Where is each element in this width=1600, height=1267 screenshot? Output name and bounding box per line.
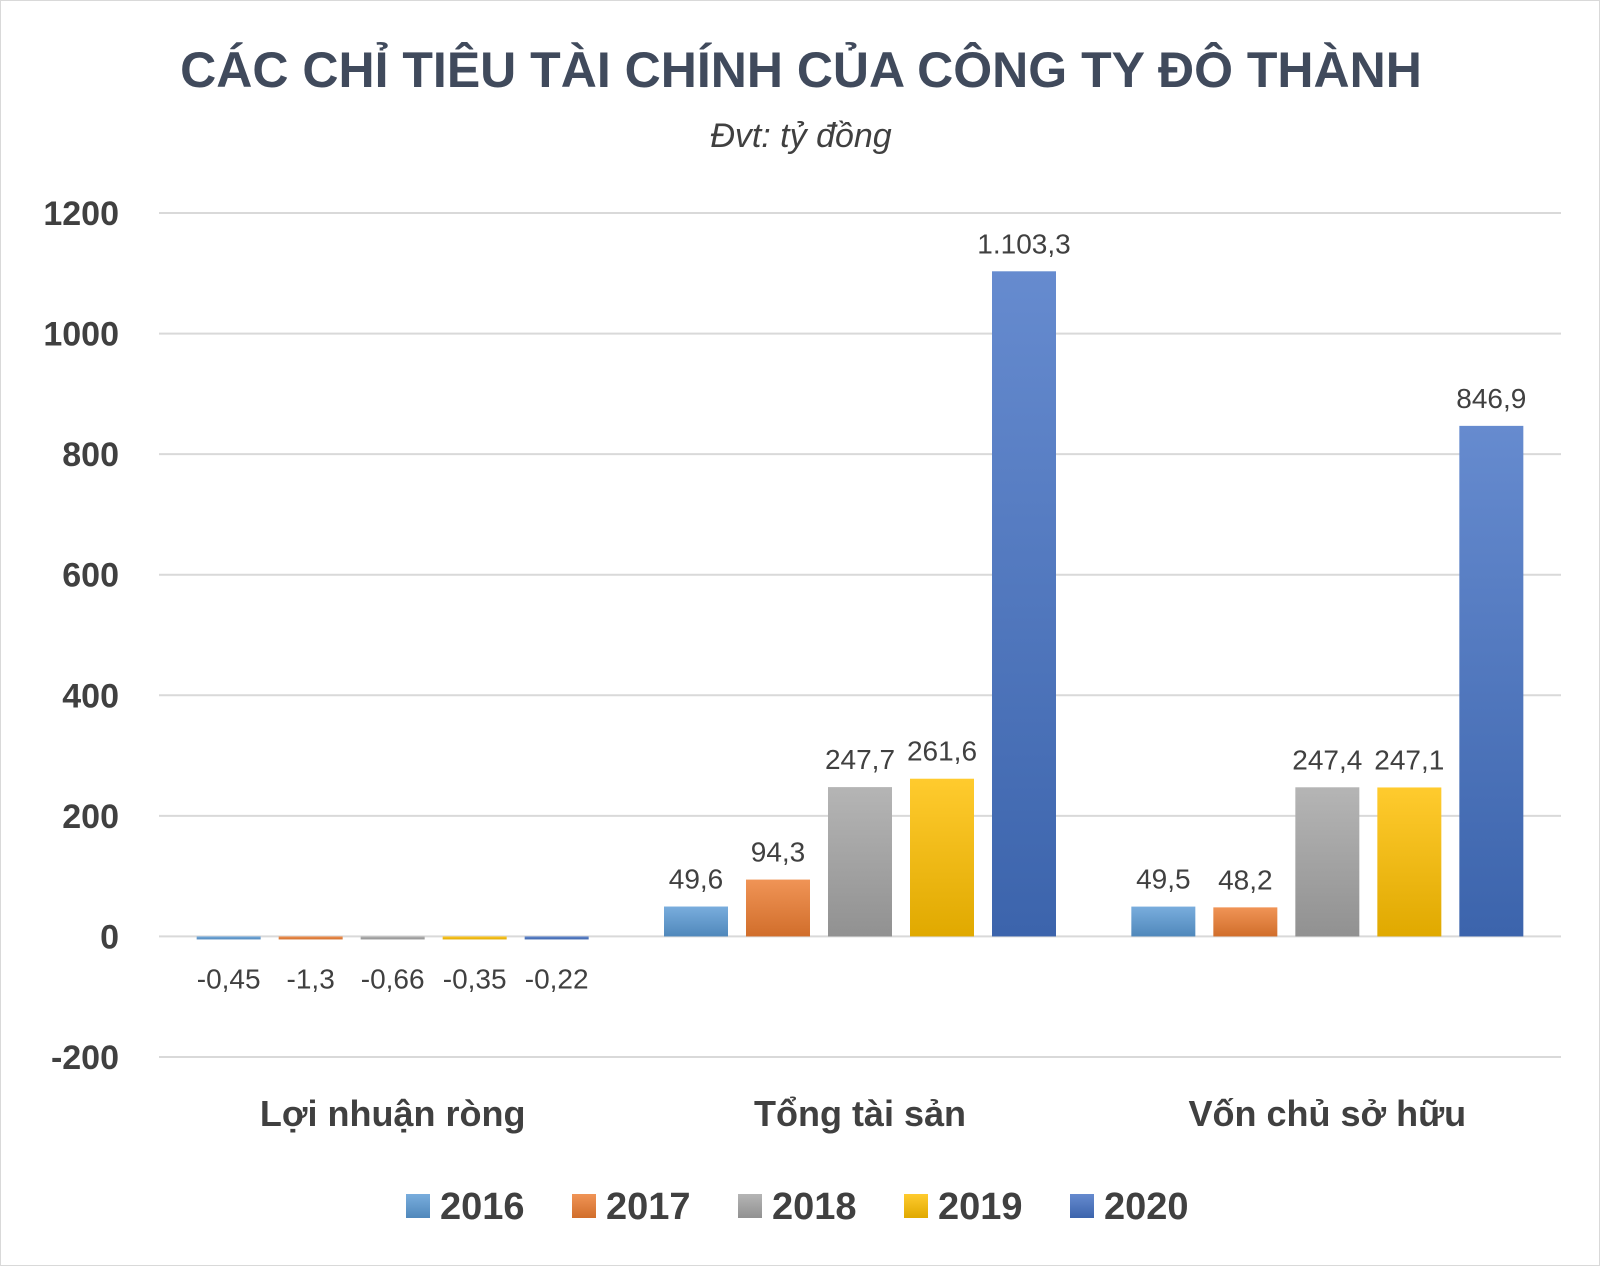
data-label: -0,22 xyxy=(525,963,589,994)
bar-2016 xyxy=(1131,906,1196,937)
bar-2019 xyxy=(1377,787,1442,937)
legend-item-2016[interactable]: 2016 xyxy=(406,1186,525,1228)
data-label: 48,2 xyxy=(1218,864,1273,895)
bar-2020 xyxy=(1459,425,1524,937)
y-tick-label: 1000 xyxy=(43,316,119,354)
data-labels: -0,45 -1,3 -0,66 -0,35 -0,22 49,6 94,3 247,7 261… xyxy=(197,228,1527,994)
legend-item-2017[interactable]: 2017 xyxy=(572,1186,691,1228)
category-label: Tổng tài sản xyxy=(754,1093,966,1134)
legend-item-2018[interactable]: 2018 xyxy=(738,1186,857,1228)
legend-swatch xyxy=(738,1194,762,1218)
y-tick-label: 1200 xyxy=(43,195,119,233)
y-tick-label: -200 xyxy=(51,1039,119,1077)
data-label: 94,3 xyxy=(751,837,806,868)
bar-2019 xyxy=(910,778,974,937)
bar-2017 xyxy=(746,879,810,937)
data-label: 1.103,3 xyxy=(977,228,1070,259)
data-label: 846,9 xyxy=(1456,383,1526,414)
chart-title: CÁC CHỈ TIÊU TÀI CHÍNH CỦA CÔNG TY ĐÔ TH… xyxy=(180,41,1422,98)
category-label: Lợi nhuận ròng xyxy=(260,1093,526,1134)
data-label: 49,5 xyxy=(1136,864,1191,895)
legend-swatch xyxy=(572,1194,596,1218)
bar-2020 xyxy=(524,936,589,940)
legend-swatch xyxy=(904,1194,928,1218)
y-tick-label: 800 xyxy=(62,436,119,474)
data-label: -0,35 xyxy=(443,963,507,994)
bar-2017 xyxy=(1213,907,1278,937)
y-tick-label: 200 xyxy=(62,798,119,836)
category-label: Vốn chủ sở hữu xyxy=(1188,1093,1466,1134)
bar-2017 xyxy=(278,936,343,940)
data-label: -0,45 xyxy=(197,963,261,994)
y-axis: 1200 1000 800 600 400 200 0 -200 xyxy=(43,195,119,1077)
legend-swatch xyxy=(1070,1194,1094,1218)
data-label: -1,3 xyxy=(287,963,335,994)
legend-label: 2020 xyxy=(1104,1186,1189,1228)
legend-item-2020[interactable]: 2020 xyxy=(1070,1186,1189,1228)
legend-label: 2018 xyxy=(772,1186,857,1228)
data-label: 247,7 xyxy=(825,744,895,775)
legend[interactable]: 2016 2017 2018 2019 2020 xyxy=(406,1186,1189,1228)
bar-2018 xyxy=(1295,787,1360,937)
legend-label: 2017 xyxy=(606,1186,691,1228)
bar-2016 xyxy=(196,936,261,940)
data-label: 49,6 xyxy=(669,864,724,895)
y-tick-label: 0 xyxy=(100,918,119,956)
data-label: 247,1 xyxy=(1374,744,1444,775)
bar-2018 xyxy=(360,936,425,940)
legend-item-2019[interactable]: 2019 xyxy=(904,1186,1023,1228)
data-label: -0,66 xyxy=(361,963,425,994)
legend-label: 2016 xyxy=(440,1186,525,1228)
bar-2018 xyxy=(828,787,892,937)
chart-subtitle: Đvt: tỷ đồng xyxy=(710,117,892,155)
y-tick-label: 600 xyxy=(62,557,119,595)
legend-label: 2019 xyxy=(938,1186,1023,1228)
x-axis: Lợi nhuận ròng Tổng tài sản Vốn chủ sở hữu xyxy=(260,1093,1466,1134)
data-label: 261,6 xyxy=(907,736,977,767)
data-label: 247,4 xyxy=(1292,744,1362,775)
bars xyxy=(196,271,1524,940)
bar-2020 xyxy=(992,271,1056,937)
y-tick-label: 400 xyxy=(62,677,119,715)
bar-2016 xyxy=(664,906,728,937)
bar-2019 xyxy=(442,936,507,940)
legend-swatch xyxy=(406,1194,430,1218)
